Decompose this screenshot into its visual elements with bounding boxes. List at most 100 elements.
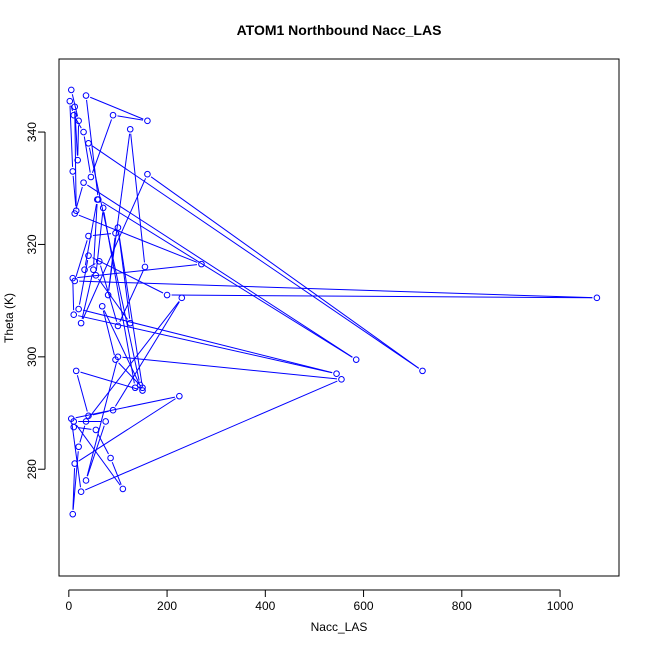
series-line-segment: [82, 309, 333, 374]
data-point: [141, 263, 149, 271]
data-point: [94, 196, 101, 203]
y-tick-label: 300: [25, 347, 39, 367]
data-point: [69, 168, 77, 175]
data-point: [69, 510, 77, 518]
series-line-segment: [92, 257, 164, 294]
data-point: [144, 117, 151, 125]
data-point: [72, 367, 80, 375]
data-point: [198, 260, 205, 268]
series-line-segment: [77, 264, 198, 279]
series-line-segment: [75, 240, 88, 277]
data-point: [104, 291, 112, 299]
data-point: [82, 477, 90, 484]
data-point: [419, 367, 426, 375]
series-line-segment: [88, 147, 140, 381]
data-point: [71, 277, 79, 285]
series-line-segment: [111, 461, 122, 485]
series-line-segment: [117, 115, 144, 121]
series-line-segment: [93, 203, 98, 266]
data-point: [178, 294, 186, 302]
series-line-segment: [88, 263, 96, 268]
data-point: [109, 406, 117, 414]
y-axis-label: Theta (K): [2, 293, 16, 343]
series-line-segment: [91, 119, 112, 173]
data-point: [75, 443, 82, 451]
series-line-segment: [75, 396, 176, 419]
plot-area-frame: [58, 58, 620, 577]
series-line-segment: [118, 231, 143, 384]
data-point: [67, 86, 75, 94]
series-line-segment: [80, 371, 139, 390]
data-point: [98, 302, 106, 310]
series-line-segment: [75, 424, 121, 486]
data-point: [352, 356, 360, 363]
data-point: [131, 384, 139, 392]
data-point: [139, 387, 146, 394]
series-line-segment: [171, 294, 593, 299]
data-point: [85, 252, 92, 259]
x-axis: 0 200 400 600 800 1000: [65, 589, 574, 613]
series-line-segment: [77, 125, 80, 156]
series-line-segment: [72, 175, 77, 207]
data-point: [82, 92, 90, 99]
series-line-segment: [130, 133, 145, 263]
data-point: [163, 291, 171, 299]
data-point: [87, 173, 95, 181]
series-line-segment: [118, 362, 140, 385]
data-point: [66, 97, 74, 105]
y-tick-label: 280: [25, 459, 39, 479]
data-point: [114, 224, 122, 231]
series-line-segment: [71, 94, 79, 117]
series-line-segment: [89, 96, 144, 120]
series-line-segment: [79, 280, 593, 299]
y-axis: 280 300 320 340: [25, 122, 46, 479]
data-point: [119, 485, 127, 493]
series-line-segment: [78, 427, 92, 430]
data-point: [176, 392, 183, 400]
series-line-segment: [103, 212, 135, 384]
series-line-segment: [150, 176, 420, 369]
data-point: [75, 305, 82, 313]
data-point: [77, 488, 85, 496]
data-point: [593, 294, 601, 302]
series-line-segment: [97, 433, 109, 455]
data-point: [114, 322, 122, 330]
series-line-segment: [83, 136, 91, 173]
data-point: [92, 426, 100, 434]
x-tick-label: 600: [354, 599, 374, 613]
data-point: [71, 460, 79, 467]
x-tick-label: 200: [157, 599, 177, 613]
data-point: [80, 128, 87, 136]
series-line-segment: [71, 423, 82, 488]
data-point: [92, 272, 100, 279]
data-point: [144, 170, 151, 178]
data-point: [75, 117, 82, 125]
series-line-segment: [101, 201, 353, 358]
data-point: [82, 418, 90, 425]
data-point: [90, 266, 97, 274]
series-line-segment: [69, 105, 74, 167]
series-line-segment: [82, 178, 147, 320]
data-point: [70, 423, 78, 431]
series-line-segment: [85, 380, 338, 491]
data-point: [71, 103, 79, 111]
data-point: [107, 454, 114, 462]
series-line-segment: [91, 145, 420, 369]
data-point: [71, 210, 79, 217]
y-tick-label: 340: [25, 122, 39, 142]
series-line-segment: [76, 375, 88, 412]
series-layer: [66, 86, 601, 518]
data-point: [85, 139, 92, 147]
y-tick-label: 320: [25, 234, 39, 254]
data-point: [338, 376, 345, 383]
data-point: [126, 125, 134, 133]
data-point: [112, 229, 119, 237]
data-point: [70, 111, 78, 119]
x-tick-label: 1000: [547, 599, 574, 613]
data-point: [80, 179, 87, 186]
series-line-segment: [102, 310, 115, 356]
data-point: [95, 258, 103, 265]
series-line-segment: [75, 186, 83, 210]
data-point: [74, 156, 81, 164]
